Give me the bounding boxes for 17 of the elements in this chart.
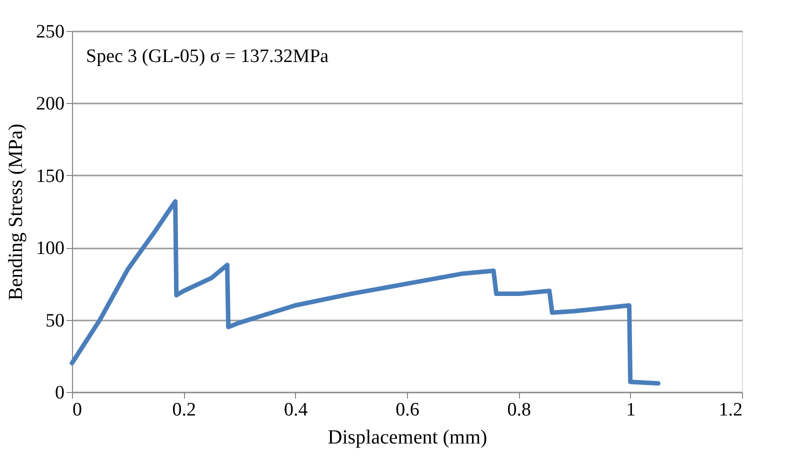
y-tick-label: 100: [36, 238, 64, 260]
x-tick-label: 1.2: [718, 400, 742, 420]
y-tick-label: 150: [36, 166, 64, 187]
x-tick-label: 0.2: [172, 400, 196, 420]
y-axis-title: Bending Stress (MPa): [5, 124, 27, 300]
x-tick-label: 1: [626, 400, 636, 420]
y-tick-label: 50: [46, 310, 64, 332]
annotation: Spec 3 (GL-05) σ = 137.32MPa: [86, 46, 330, 67]
x-axis-title: Displacement (mm): [328, 426, 488, 448]
y-tick-label: 0: [55, 382, 64, 404]
x-tick-label: 0.4: [284, 400, 308, 420]
y-tick-label: 250: [36, 22, 64, 42]
x-tick-label: 0: [72, 400, 82, 420]
y-tick-label: 200: [36, 94, 64, 115]
line-series: [70, 199, 660, 386]
x-tick-label: 0.6: [396, 400, 420, 420]
x-tick-label: 0.8: [507, 400, 532, 420]
